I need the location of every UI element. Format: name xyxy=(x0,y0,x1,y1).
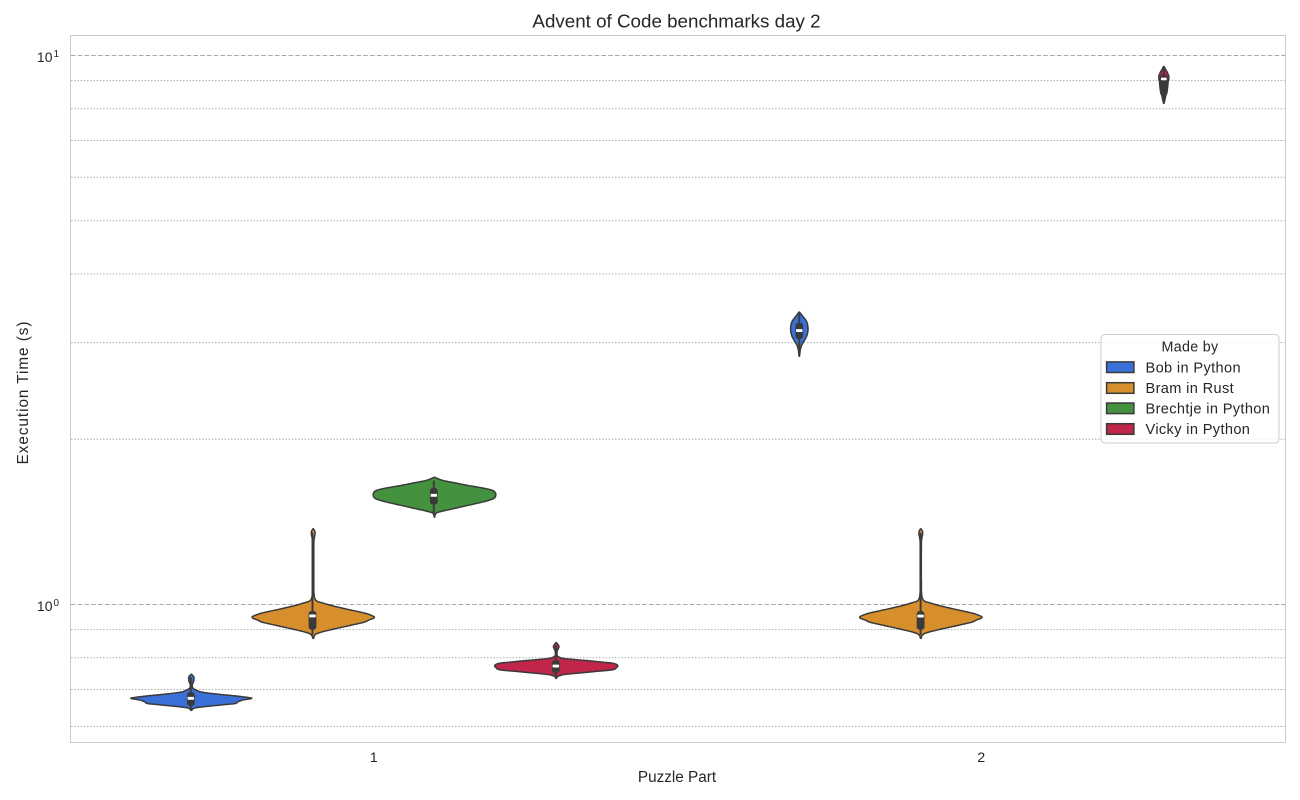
svg-text:Bram in Rust: Bram in Rust xyxy=(1146,381,1235,397)
svg-text:10: 10 xyxy=(37,598,53,614)
svg-text:0: 0 xyxy=(54,598,60,609)
svg-text:Brechtje in Python: Brechtje in Python xyxy=(1146,402,1271,418)
svg-text:Vicky in Python: Vicky in Python xyxy=(1146,422,1251,438)
svg-text:Bob in Python: Bob in Python xyxy=(1146,360,1241,376)
svg-text:Advent of Code benchmarks day: Advent of Code benchmarks day 2 xyxy=(532,11,820,32)
svg-text:Puzzle Part: Puzzle Part xyxy=(638,769,717,786)
svg-text:Made by: Made by xyxy=(1162,340,1219,356)
svg-text:10: 10 xyxy=(37,49,53,65)
svg-text:1: 1 xyxy=(370,749,378,765)
svg-text:Execution Time (s): Execution Time (s) xyxy=(15,321,32,465)
svg-text:2: 2 xyxy=(977,749,985,765)
svg-text:1: 1 xyxy=(54,49,60,60)
